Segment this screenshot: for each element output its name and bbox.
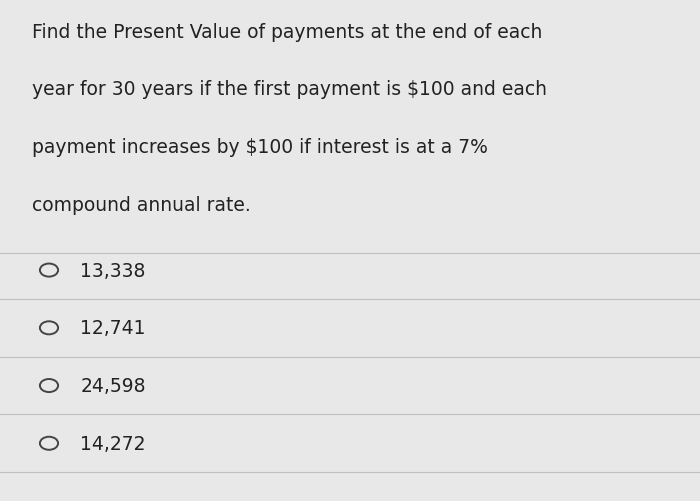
Text: 12,741: 12,741 [80,319,146,338]
Text: payment increases by $100 if interest is at a 7%: payment increases by $100 if interest is… [32,138,487,157]
Text: Find the Present Value of payments at the end of each: Find the Present Value of payments at th… [32,23,542,42]
Text: compound annual rate.: compound annual rate. [32,195,251,214]
Text: 14,272: 14,272 [80,434,146,453]
Text: year for 30 years if the first payment is $100 and each: year for 30 years if the first payment i… [32,80,547,99]
Text: 13,338: 13,338 [80,261,146,280]
Text: 24,598: 24,598 [80,376,146,395]
